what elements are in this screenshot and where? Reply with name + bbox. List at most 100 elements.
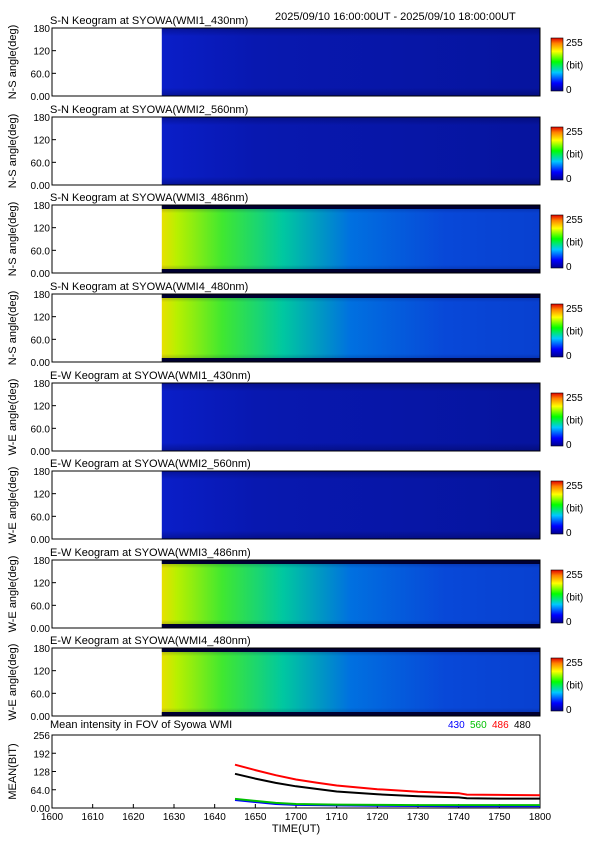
plot-frame bbox=[51, 293, 541, 363]
colorbar-min-label: 0 bbox=[566, 617, 572, 628]
time-range: 2025/09/10 16:00:00UT - 2025/09/10 18:00… bbox=[275, 11, 516, 23]
keogram-edge-shade bbox=[161, 560, 541, 628]
colorbar-unit-label: (bit) bbox=[566, 150, 583, 161]
x-tick-label: 1640 bbox=[204, 812, 227, 823]
x-tick-label: 1800 bbox=[529, 812, 552, 823]
y-tick-label: 120 bbox=[33, 224, 50, 235]
panel-title: S-N Keogram at SYOWA(WMI4_480nm) bbox=[50, 281, 248, 293]
colorbar-min-label: 0 bbox=[566, 705, 572, 716]
colorbar-unit-label: (bit) bbox=[566, 504, 583, 515]
colorbar-unit-label: (bit) bbox=[566, 61, 583, 72]
plot-frame bbox=[51, 204, 541, 274]
y-tick-label: 64.0 bbox=[31, 786, 51, 797]
colorbar-max-label: 255 bbox=[566, 38, 583, 49]
legend-entry-430: 430 bbox=[448, 720, 465, 731]
mean-plot-frame bbox=[51, 734, 541, 809]
y-tick-label: 120 bbox=[33, 313, 50, 324]
colorbar-max-label: 255 bbox=[566, 658, 583, 669]
y-tick-label: 120 bbox=[33, 47, 50, 58]
colorbar-max-label: 255 bbox=[566, 304, 583, 315]
y-tick-label: 180 bbox=[33, 24, 50, 35]
colorbar bbox=[550, 37, 564, 92]
y-axis-label: N-S angle(deg) bbox=[7, 25, 19, 100]
keogram-edge-shade bbox=[161, 383, 541, 451]
colorbar-unit-label: (bit) bbox=[566, 327, 583, 338]
y-tick-label: 0.00 bbox=[31, 535, 51, 546]
colorbar-min-label: 0 bbox=[566, 351, 572, 362]
keogram-edge-shade bbox=[161, 294, 541, 362]
x-tick-label: 1630 bbox=[163, 812, 186, 823]
colorbar bbox=[550, 480, 564, 535]
plot-frame bbox=[51, 27, 541, 97]
colorbar bbox=[550, 214, 564, 269]
x-tick-label: 1730 bbox=[407, 812, 430, 823]
plot-frame bbox=[51, 116, 541, 186]
y-tick-label: 0.00 bbox=[31, 358, 51, 369]
y-tick-label: 120 bbox=[33, 579, 50, 590]
y-tick-label: 0.00 bbox=[31, 447, 51, 458]
y-tick-label: 180 bbox=[33, 290, 50, 301]
y-tick-label: 60.0 bbox=[31, 689, 51, 700]
y-tick-label: 180 bbox=[33, 556, 50, 567]
x-tick-label: 1610 bbox=[82, 812, 105, 823]
keogram-panel-8: E-W Keogram at SYOWA(WMI4_480nm)180 120 60… bbox=[7, 635, 583, 723]
y-tick-label: 0.00 bbox=[31, 92, 51, 103]
y-tick-label: 180 bbox=[33, 379, 50, 390]
keogram-panel-7: E-W Keogram at SYOWA(WMI3_486nm)180 120 60… bbox=[7, 547, 583, 635]
keogram-panel-4: S-N Keogram at SYOWA(WMI4_480nm)180 120 60… bbox=[7, 281, 583, 369]
colorbar-max-label: 255 bbox=[566, 215, 583, 226]
y-tick-label: 180 bbox=[33, 467, 50, 478]
panel-title: S-N Keogram at SYOWA(WMI1_430nm) bbox=[50, 15, 248, 27]
x-tick-label: 1600 bbox=[41, 812, 64, 823]
y-axis-label: W-E angle(deg) bbox=[7, 467, 19, 544]
y-tick-label: 192 bbox=[33, 749, 50, 760]
panel-title: S-N Keogram at SYOWA(WMI2_560nm) bbox=[50, 104, 248, 116]
keogram-panel-6: E-W Keogram at SYOWA(WMI2_560nm)180 120 60… bbox=[7, 458, 583, 546]
keogram-edge-shade bbox=[161, 471, 541, 539]
keogram-bottom-band bbox=[161, 358, 541, 362]
y-axis-label: W-E angle(deg) bbox=[7, 644, 19, 721]
y-tick-label: 256 bbox=[33, 731, 50, 742]
y-tick-label: 120 bbox=[33, 402, 50, 413]
y-tick-label: 60.0 bbox=[31, 246, 51, 257]
y-axis-label: W-E angle(deg) bbox=[7, 556, 19, 633]
y-tick-label: 120 bbox=[33, 667, 50, 678]
y-axis-label: N-S angle(deg) bbox=[7, 114, 19, 189]
keogram-top-band bbox=[161, 205, 541, 209]
x-tick-label: 1750 bbox=[488, 812, 511, 823]
colorbar bbox=[550, 126, 564, 181]
panel-title: S-N Keogram at SYOWA(WMI3_486nm) bbox=[50, 192, 248, 204]
keogram-edge-shade bbox=[161, 117, 541, 185]
y-tick-label: 0.00 bbox=[31, 624, 51, 635]
colorbar bbox=[550, 657, 564, 712]
y-tick-label: 0.00 bbox=[31, 712, 51, 723]
panel-title: E-W Keogram at SYOWA(WMI2_560nm) bbox=[50, 458, 251, 470]
y-tick-label: 0.00 bbox=[31, 181, 51, 192]
y-tick-label: 0.00 bbox=[31, 804, 51, 815]
colorbar bbox=[550, 569, 564, 624]
series-line-486 bbox=[234, 763, 541, 797]
y-axis-label: N-S angle(deg) bbox=[7, 291, 19, 366]
x-tick-label: 1650 bbox=[244, 812, 267, 823]
x-tick-label: 1740 bbox=[448, 812, 471, 823]
keogram-edge-shade bbox=[161, 28, 541, 96]
y-tick-label: 60.0 bbox=[31, 335, 51, 346]
keogram-panel-3: S-N Keogram at SYOWA(WMI3_486nm)180 120 60… bbox=[7, 192, 583, 280]
y-tick-label: 128 bbox=[33, 768, 50, 779]
y-tick-label: 60.0 bbox=[31, 158, 51, 169]
keogram-bottom-band bbox=[161, 712, 541, 716]
y-axis-label: W-E angle(deg) bbox=[7, 379, 19, 456]
legend-entry-480: 480 bbox=[514, 720, 531, 731]
y-tick-label: 120 bbox=[33, 490, 50, 501]
series-line-560 bbox=[234, 797, 540, 807]
y-axis-label: N-S angle(deg) bbox=[7, 202, 19, 277]
x-tick-label: 1720 bbox=[366, 812, 389, 823]
x-tick-label: 1620 bbox=[122, 812, 145, 823]
plot-frame bbox=[51, 382, 541, 452]
keogram-bottom-band bbox=[161, 269, 541, 273]
y-tick-label: 180 bbox=[33, 644, 50, 655]
y-tick-label: 180 bbox=[33, 201, 50, 212]
plot-frame bbox=[51, 647, 541, 717]
mean-intensity-panel: Mean intensity in FOV of Syowa WMI 430 560… bbox=[7, 719, 552, 835]
